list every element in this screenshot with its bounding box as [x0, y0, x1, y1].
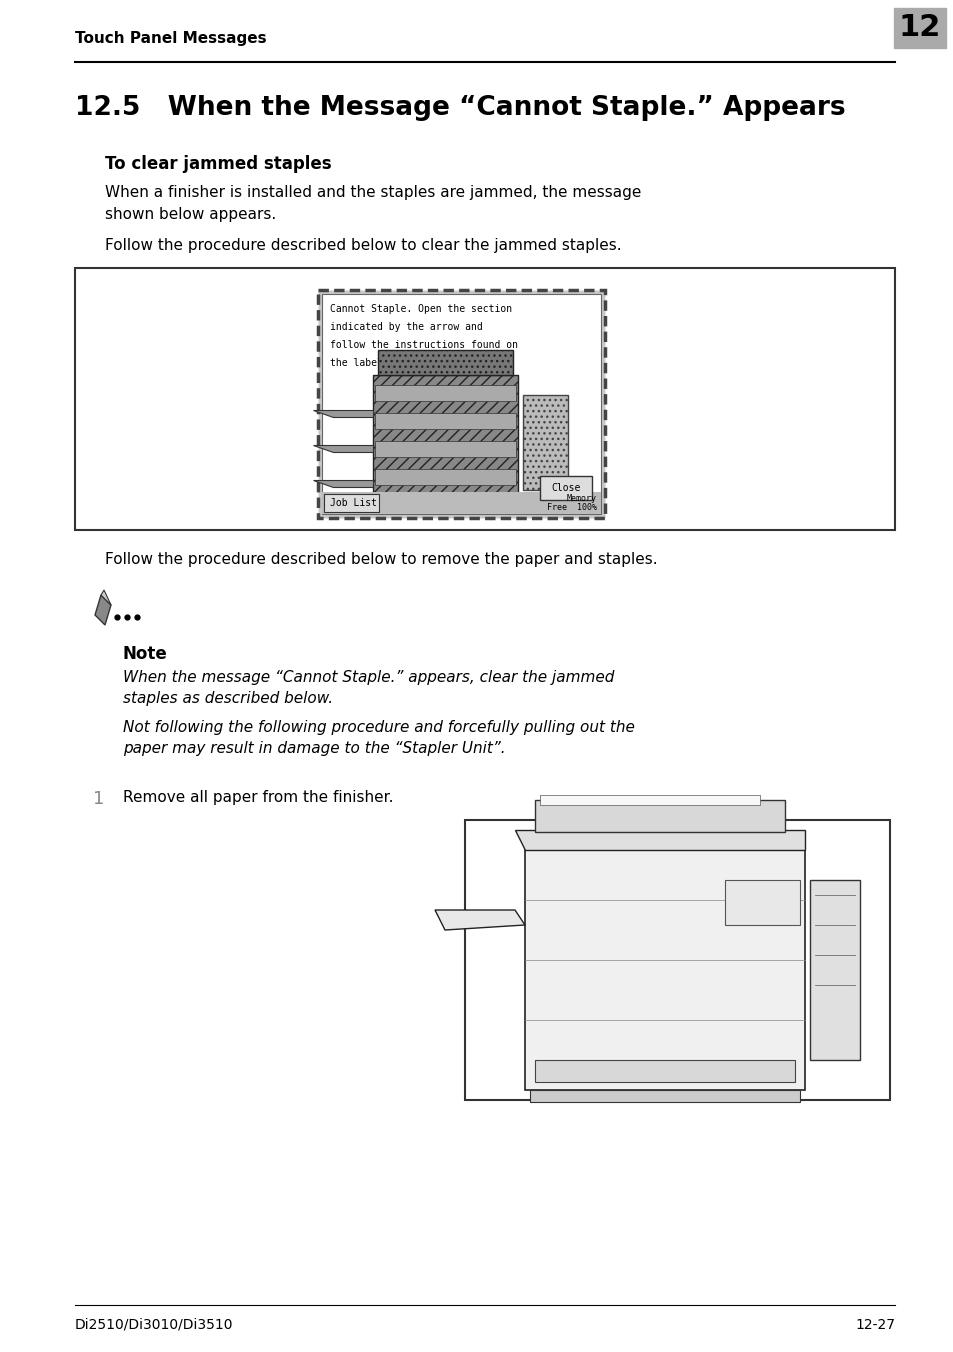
Text: Cannot Staple. Open the section: Cannot Staple. Open the section [330, 304, 512, 314]
Bar [535, 1060, 794, 1082]
Bar [724, 880, 800, 925]
Text: indicated by the arrow and: indicated by the arrow and [330, 322, 482, 333]
Polygon shape [95, 595, 111, 625]
Bar [893, 8, 945, 49]
Bar [322, 492, 600, 514]
Text: the label of:: the label of: [330, 358, 406, 368]
Bar [375, 385, 516, 402]
Bar [809, 880, 859, 1060]
Text: 12-27: 12-27 [854, 1318, 894, 1332]
Polygon shape [313, 480, 373, 487]
Polygon shape [313, 410, 373, 416]
Text: Touch Panel Messages: Touch Panel Messages [75, 31, 266, 46]
Text: 1: 1 [92, 790, 104, 808]
Text: Job List: Job List [330, 498, 376, 508]
Bar [375, 469, 516, 485]
Bar [322, 293, 600, 514]
Polygon shape [101, 589, 111, 604]
Bar [539, 795, 760, 804]
Text: Memory
Free  100%: Memory Free 100% [546, 493, 597, 512]
Bar [75, 268, 894, 530]
Text: When the message “Cannot Staple.” appears, clear the jammed
staples as described: When the message “Cannot Staple.” appear… [123, 671, 614, 706]
Bar [539, 476, 592, 500]
Bar [317, 289, 604, 518]
Polygon shape [313, 445, 373, 452]
Text: 12: 12 [898, 14, 941, 42]
Bar [373, 375, 517, 506]
Text: follow the instructions found on: follow the instructions found on [330, 339, 517, 350]
Polygon shape [515, 830, 804, 850]
Bar [464, 821, 889, 1101]
Bar [535, 800, 784, 831]
Text: Remove all paper from the finisher.: Remove all paper from the finisher. [123, 790, 393, 804]
Bar [522, 395, 567, 489]
Polygon shape [435, 910, 524, 930]
Text: Di2510/Di3010/Di3510: Di2510/Di3010/Di3510 [75, 1318, 233, 1332]
Text: Note: Note [123, 645, 168, 662]
Bar [324, 493, 378, 512]
Bar [375, 441, 516, 457]
Text: To clear jammed staples: To clear jammed staples [105, 155, 332, 173]
Bar [530, 1090, 800, 1102]
Text: When a finisher is installed and the staples are jammed, the message: When a finisher is installed and the sta… [105, 185, 640, 200]
Text: Follow the procedure described below to clear the jammed staples.: Follow the procedure described below to … [105, 238, 621, 253]
Bar [375, 412, 516, 429]
Text: Close: Close [551, 483, 580, 493]
Bar [524, 850, 804, 1090]
Text: 12.5   When the Message “Cannot Staple.” Appears: 12.5 When the Message “Cannot Staple.” A… [75, 95, 844, 120]
Text: Follow the procedure described below to remove the paper and staples.: Follow the procedure described below to … [105, 552, 657, 566]
Text: shown below appears.: shown below appears. [105, 207, 276, 222]
Text: Not following the following procedure and forcefully pulling out the
paper may r: Not following the following procedure an… [123, 721, 634, 756]
Bar [377, 350, 513, 375]
